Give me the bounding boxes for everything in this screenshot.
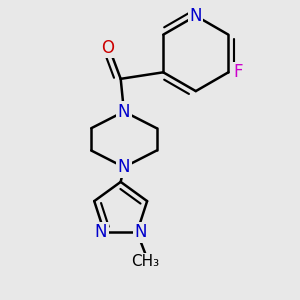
Text: N: N — [134, 223, 147, 241]
Text: N: N — [190, 7, 202, 25]
Text: N: N — [118, 103, 130, 121]
Text: N: N — [118, 158, 130, 176]
Text: O: O — [101, 39, 114, 57]
Text: N: N — [95, 223, 107, 241]
Text: CH₃: CH₃ — [131, 254, 159, 269]
Text: F: F — [233, 63, 243, 81]
